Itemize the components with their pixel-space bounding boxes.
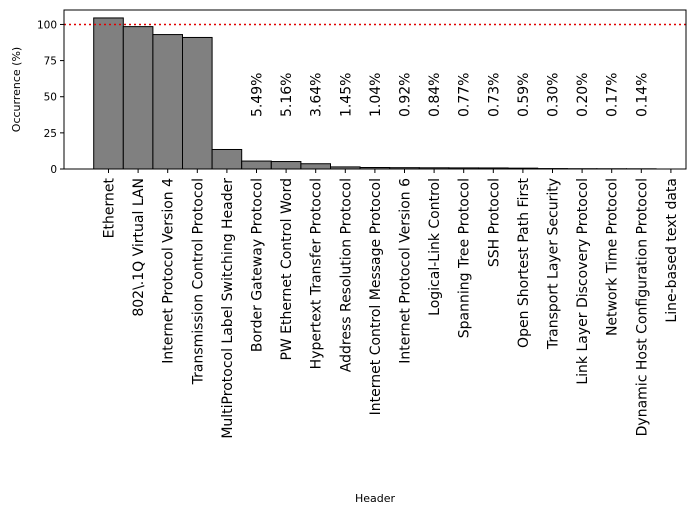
x-tick-label: Transmission Control Protocol [190,178,206,385]
x-tick-label: Border Gateway Protocol [250,178,266,352]
data-labels-group: 5.49% 5.16% 3.64% 1.45% 1.04% 0.92% 0.84% 0.77%… [250,73,651,117]
y-tick-label: 0 [50,164,57,176]
x-axis: Ethernet 802\.1Q Virtual LAN Internet Prot… [102,169,680,439]
x-tick-label: Logical-Link Control [427,178,443,316]
bar [270,161,302,170]
x-tick-label: Spanning Tree Protocol [457,178,473,338]
x-tick-label: Line-based text data [664,178,680,323]
x-tick-label: 802\.1Q Virtual LAN [131,178,147,317]
x-tick-label: Network Time Protocol [605,178,621,336]
x-tick-label: Ethernet [102,177,118,238]
y-tick-label: 50 [44,92,57,104]
data-label: 0.77% [457,73,473,117]
x-tick-label: Internet Control Message Protocol [368,178,384,415]
x-tick-label: Internet Protocol Version 4 [161,178,177,364]
x-tick-label: Transport Layer Security [546,178,562,350]
bar [152,34,183,170]
data-label: 0.84% [427,73,443,117]
data-label: 1.04% [368,73,384,117]
bar [122,26,154,170]
data-label: 0.59% [516,73,532,117]
x-tick-label: Dynamic Host Configuration Protocol [634,178,650,436]
x-tick-label: Link Layer Discovery Protocol [575,178,591,385]
data-label: 0.92% [398,73,414,117]
y-tick-label: 75 [44,56,57,68]
data-label: 0.17% [605,73,621,117]
x-tick-label: SSH Protocol [486,178,502,267]
bars-group [93,17,657,170]
y-axis-label: Occurrence (%) [10,47,23,132]
bar [241,160,272,170]
bar [211,148,243,170]
x-tick-label: PW Ethernet Control Word [279,178,295,361]
data-label: 1.45% [338,73,354,117]
bar [93,17,124,170]
x-tick-label: Address Resolution Protocol [338,178,354,372]
x-tick-label: Hypertext Transfer Protocol [309,178,325,369]
x-tick-label: Internet Protocol Version 6 [398,178,414,364]
bar [182,36,213,170]
y-tick-label: 100 [37,19,57,31]
data-label: 3.64% [309,73,325,117]
x-axis-label: Header [355,492,396,505]
data-label: 0.73% [486,73,502,117]
data-label: 0.20% [575,73,591,117]
data-label: 0.30% [546,73,562,117]
y-axis: 0 25 50 75 100 [37,19,64,176]
data-label: 5.16% [279,73,295,117]
data-label: 5.49% [250,73,266,117]
bar [300,163,331,170]
x-tick-label: Open Shortest Path First [516,177,532,347]
x-tick-label: MultiProtocol Label Switching Header [220,178,236,439]
data-label: 0.14% [634,73,650,117]
y-tick-label: 25 [44,128,57,140]
